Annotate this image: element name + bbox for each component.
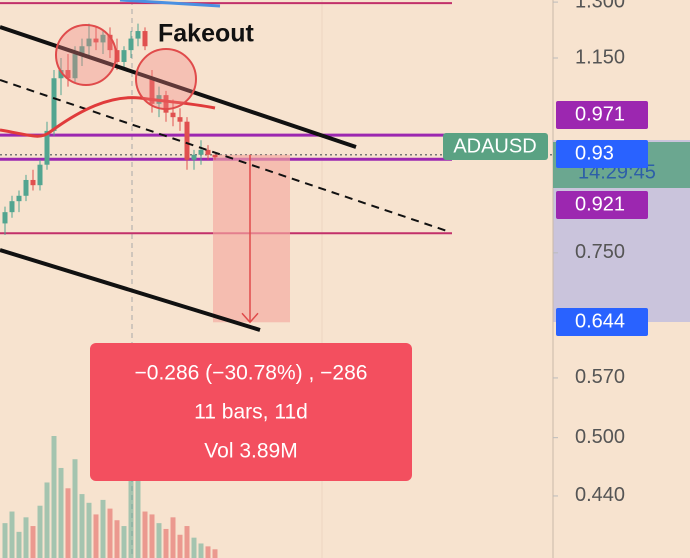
- candle-body: [114, 50, 120, 62]
- candles: [2, 23, 218, 235]
- y-tick-label: 0.570: [575, 366, 625, 388]
- measure-info: [90, 343, 412, 481]
- measure-text: −0.286 (−30.78%) , −286: [135, 362, 368, 385]
- candle-body: [163, 95, 169, 113]
- price-tag-label: 0.971: [575, 103, 625, 125]
- volume-bar: [72, 459, 78, 558]
- trendline-mid: [0, 79, 451, 233]
- price-tag: [556, 191, 648, 219]
- volume-bar: [79, 494, 85, 558]
- candle-body: [177, 117, 183, 122]
- volume-bar: [100, 499, 106, 558]
- volume-bar: [65, 488, 71, 558]
- volume-bar: [58, 467, 64, 558]
- symbol-label: ADAUSD: [453, 135, 536, 157]
- candle-body: [100, 34, 106, 43]
- volume-bar: [191, 537, 197, 558]
- candle-body: [184, 121, 190, 160]
- volume-bar: [184, 526, 190, 558]
- price-axis: 0.440 0.500 0.570 0.750 1.150 1.300 0.971 0.93 0…: [553, 0, 648, 506]
- volume-bar: [44, 482, 50, 558]
- candle-body: [58, 70, 64, 79]
- volume-bar: [149, 514, 155, 558]
- candle-body: [142, 31, 148, 47]
- candle-body: [51, 78, 57, 131]
- volume-bar: [9, 511, 15, 558]
- candle-body: [205, 149, 211, 155]
- volume-bar: [170, 517, 176, 558]
- y-tick-label: 0.750: [575, 241, 625, 263]
- volume-bar: [37, 505, 43, 558]
- candle-body: [86, 38, 92, 47]
- candle-body: [72, 54, 78, 79]
- volume-bar: [205, 546, 211, 558]
- price-tag: [556, 101, 648, 129]
- volume-bar: [128, 476, 134, 558]
- volume-bar: [30, 526, 36, 558]
- candle-body: [16, 195, 22, 202]
- candle-body: [121, 50, 127, 62]
- volume-bar: [142, 511, 148, 558]
- candle-body: [37, 164, 43, 186]
- volume-bar: [107, 508, 113, 558]
- highlight-circle: [135, 48, 197, 110]
- volume-bar: [156, 523, 162, 558]
- candle-body: [93, 38, 99, 43]
- measure-area: [213, 154, 290, 323]
- measure-text: Vol 3.89M: [204, 440, 297, 463]
- candle-body: [128, 38, 134, 51]
- trendline-blue: [119, 0, 221, 8]
- y-tick-label: 1.300: [575, 0, 625, 12]
- candle-body: [198, 149, 204, 155]
- measure-arrow-head: [241, 312, 259, 324]
- price-tag-label: 0.921: [575, 193, 625, 215]
- volume-bar: [177, 534, 183, 558]
- candle-body: [65, 70, 71, 79]
- candle-body: [191, 154, 197, 160]
- volume-bar: [163, 528, 169, 558]
- y-tick-label: 1.150: [575, 46, 625, 68]
- price-tag-label: 0.644: [575, 310, 625, 332]
- symbol-tag: [443, 133, 548, 160]
- volume-bar: [121, 526, 127, 558]
- candle-body: [135, 31, 141, 39]
- volume: [2, 436, 218, 558]
- volume-bar: [2, 523, 8, 558]
- candle-body: [23, 179, 29, 196]
- candle-body: [30, 179, 36, 186]
- price-tag: [556, 140, 648, 168]
- candle-body: [44, 130, 50, 165]
- candle-body: [9, 201, 15, 213]
- y-tick-label: 0.500: [575, 426, 625, 448]
- highlight-circle: [55, 24, 117, 86]
- trendline-lower: [0, 248, 261, 332]
- candle-body: [170, 112, 176, 118]
- volume-bar: [86, 502, 92, 558]
- volume-bar: [93, 514, 99, 558]
- candle-body: [2, 212, 8, 224]
- volume-bar: [135, 462, 141, 558]
- candle-body: [149, 78, 155, 104]
- volume-bar: [114, 520, 120, 558]
- measure-text: 11 bars, 11d: [194, 401, 308, 424]
- y-tick-label: 0.440: [575, 484, 625, 506]
- candle-body: [107, 34, 113, 51]
- annotation: Fakeout: [158, 20, 255, 48]
- price-tag-label: 0.93: [575, 142, 614, 164]
- volume-bar: [198, 543, 204, 558]
- price-tag: [556, 308, 648, 336]
- moving-average: [0, 96, 216, 138]
- candle-body: [79, 46, 85, 55]
- volume-bar: [23, 517, 29, 558]
- volume-bar: [212, 549, 218, 558]
- candle-body: [212, 154, 218, 158]
- volume-bar: [16, 531, 22, 558]
- trendline: [0, 25, 357, 149]
- volume-bar: [51, 436, 57, 558]
